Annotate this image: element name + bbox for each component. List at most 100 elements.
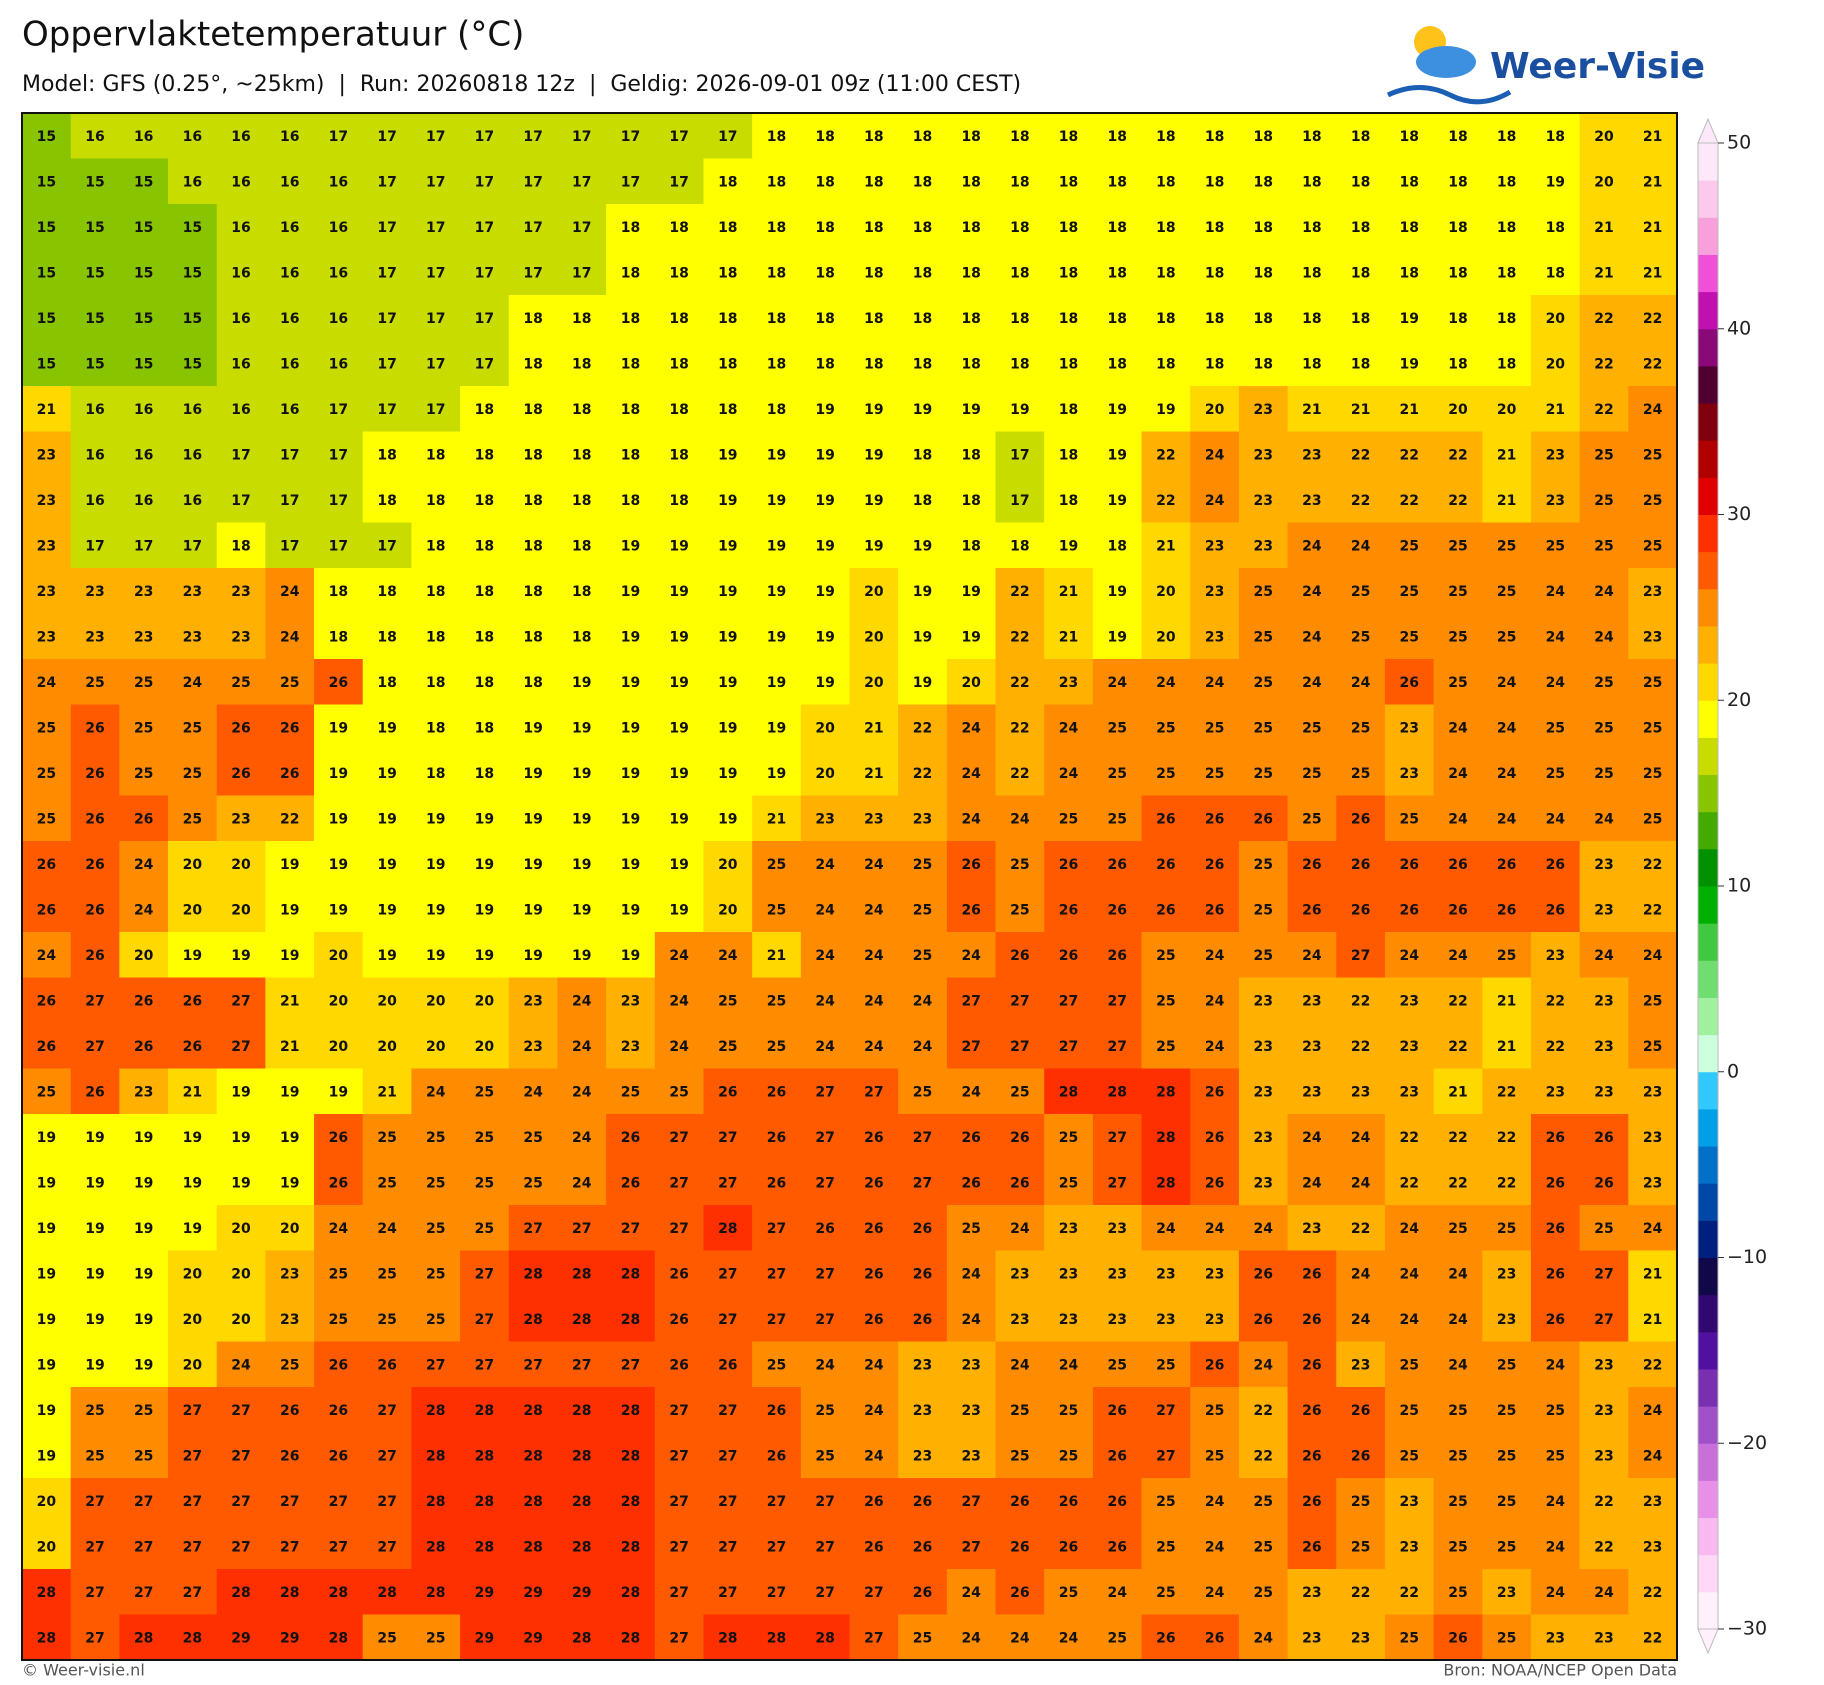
temperature-label: 28 <box>572 1494 591 1510</box>
temperature-cell <box>1287 886 1337 933</box>
temperature-cell <box>1092 386 1143 433</box>
temperature-cell <box>849 841 899 888</box>
temperature-label: 25 <box>1059 1448 1078 1464</box>
temperature-label: 24 <box>1448 1357 1468 1373</box>
temperature-cell <box>654 568 705 615</box>
temperature-cell <box>1433 841 1483 888</box>
temperature-label: 27 <box>1351 948 1370 964</box>
temperature-label: 24 <box>1448 720 1468 736</box>
temperature-label: 19 <box>621 584 640 600</box>
temperature-label: 24 <box>1400 948 1420 964</box>
temperature-label: 19 <box>621 720 640 736</box>
temperature-cell <box>849 886 899 933</box>
temperature-label: 24 <box>37 675 57 691</box>
temperature-cell <box>1238 886 1289 933</box>
temperature-label: 23 <box>1643 584 1662 600</box>
temperature-label: 26 <box>1497 857 1516 873</box>
temperature-label: 25 <box>1546 720 1565 736</box>
temperature-label: 25 <box>329 1266 348 1282</box>
colorbar-segment <box>1698 180 1718 218</box>
colorbar-segment <box>1698 923 1718 961</box>
temperature-label: 26 <box>1400 857 1419 873</box>
temperature-cell <box>460 340 510 387</box>
temperature-label: 26 <box>37 902 56 918</box>
temperature-cell <box>849 932 899 979</box>
temperature-cell <box>703 340 753 387</box>
temperature-cell <box>1384 659 1435 706</box>
temperature-label: 24 <box>1643 1448 1663 1464</box>
temperature-label: 29 <box>231 1630 250 1646</box>
temperature-label: 20 <box>183 902 203 918</box>
temperature-cell <box>946 1068 997 1115</box>
temperature-label: 18 <box>1059 447 1078 463</box>
temperature-label: 18 <box>961 265 980 281</box>
temperature-label: 25 <box>1594 447 1613 463</box>
temperature-cell <box>606 386 656 433</box>
temperature-cell <box>314 1114 364 1161</box>
temperature-cell <box>265 340 315 387</box>
temperature-cell <box>1238 113 1289 160</box>
temperature-label: 27 <box>815 1175 834 1191</box>
temperature-cell <box>1579 113 1629 160</box>
temperature-label: 17 <box>475 265 494 281</box>
temperature-label: 28 <box>1107 1084 1126 1100</box>
temperature-label: 23 <box>37 447 56 463</box>
temperature-cell <box>1579 841 1629 888</box>
temperature-cell <box>1141 249 1191 296</box>
colorbar-segment <box>1698 1071 1718 1110</box>
temperature-cell <box>606 977 656 1024</box>
temperature-label: 27 <box>815 1266 834 1282</box>
temperature-label: 19 <box>621 629 640 645</box>
temperature-cell <box>946 795 997 842</box>
temperature-cell <box>1628 977 1678 1024</box>
temperature-cell <box>1238 522 1289 569</box>
temperature-label: 20 <box>134 948 154 964</box>
temperature-label: 18 <box>1254 174 1273 190</box>
temperature-cell <box>1628 613 1678 660</box>
temperature-cell <box>1628 477 1678 524</box>
temperature-cell <box>1141 886 1191 933</box>
temperature-label: 17 <box>280 493 299 509</box>
temperature-label: 25 <box>1351 1539 1370 1555</box>
temperature-cell <box>1384 932 1435 979</box>
temperature-cell <box>411 659 461 706</box>
temperature-label: 25 <box>377 1312 396 1328</box>
temperature-label: 25 <box>134 1448 153 1464</box>
temperature-label: 27 <box>1594 1312 1613 1328</box>
temperature-cell <box>898 113 948 160</box>
temperature-label: 19 <box>377 811 396 827</box>
temperature-label: 16 <box>183 447 202 463</box>
temperature-label: 24 <box>1059 1630 1079 1646</box>
temperature-label: 23 <box>1643 1539 1662 1555</box>
temperature-label: 19 <box>669 675 688 691</box>
temperature-label: 23 <box>961 1448 980 1464</box>
temperature-cell <box>1190 932 1240 979</box>
temperature-cell <box>606 750 656 797</box>
temperature-cell <box>70 295 120 342</box>
temperature-label: 18 <box>961 493 980 509</box>
temperature-label: 19 <box>183 1130 202 1146</box>
temperature-cell <box>995 1114 1045 1161</box>
temperature-cell <box>1384 1205 1435 1252</box>
temperature-label: 22 <box>1400 1175 1419 1191</box>
temperature-label: 16 <box>134 129 153 145</box>
temperature-label: 26 <box>377 1357 396 1373</box>
temperature-label: 22 <box>1254 1448 1273 1464</box>
temperature-label: 27 <box>669 1539 688 1555</box>
temperature-label: 27 <box>913 1130 932 1146</box>
temperature-cell <box>1433 477 1483 524</box>
temperature-cell <box>508 340 559 387</box>
temperature-label: 19 <box>621 857 640 873</box>
temperature-label: 26 <box>1351 902 1370 918</box>
temperature-label: 20 <box>1156 584 1176 600</box>
temperature-label: 18 <box>961 356 980 372</box>
temperature-label: 26 <box>913 1494 932 1510</box>
temperature-cell <box>703 886 753 933</box>
temperature-label: 25 <box>815 1403 834 1419</box>
temperature-cell <box>168 1114 218 1161</box>
temperature-label: 27 <box>1107 1039 1126 1055</box>
temperature-label: 24 <box>1254 1221 1274 1237</box>
temperature-cell <box>1190 704 1240 751</box>
temperature-label: 25 <box>621 1084 640 1100</box>
temperature-label: 22 <box>1351 1039 1370 1055</box>
